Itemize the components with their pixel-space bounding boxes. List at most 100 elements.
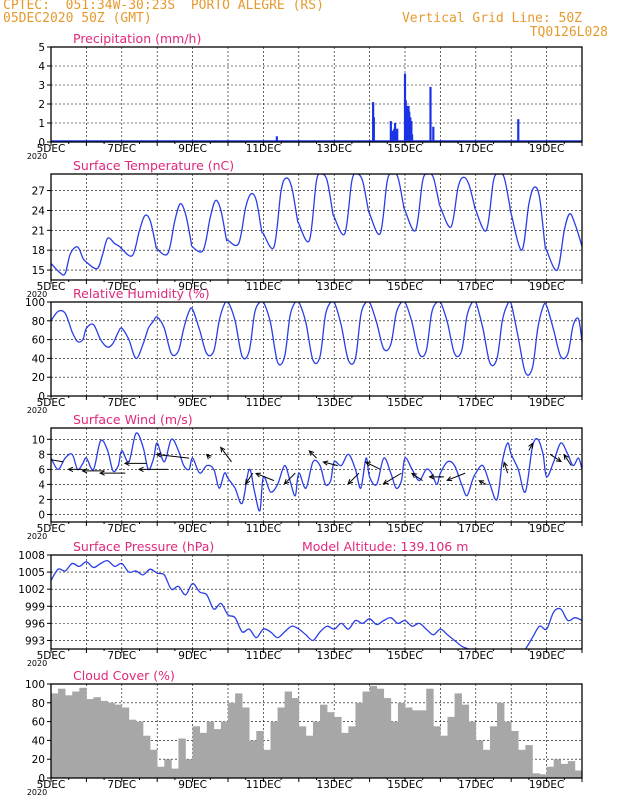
bar (372, 117, 375, 142)
x-tick-label: 7DEC (107, 523, 136, 535)
wind-arrow-shaft (323, 461, 338, 467)
bar (206, 721, 215, 778)
wind-arrow-head (410, 472, 417, 479)
bar (489, 726, 498, 778)
y-tick-label: 3 (38, 80, 45, 92)
wind-arrow-shaft (308, 450, 317, 459)
bar (275, 136, 278, 142)
bar (93, 697, 101, 778)
x-tick-label: 11DEC (246, 281, 281, 293)
y-tick-label: 27 (32, 186, 45, 198)
y-tick-label: 20 (32, 754, 45, 766)
bar (454, 693, 462, 778)
wind-arrow-head (308, 450, 315, 456)
bar (320, 704, 328, 778)
panel-title: Precipitation (mm/h) (73, 31, 201, 46)
bar (164, 759, 172, 778)
y-tick-label: 60 (32, 335, 45, 347)
x-tick-label: 15DEC (387, 281, 422, 293)
x-tick-label: 7DEC (107, 281, 136, 293)
y-tick-label: 80 (32, 316, 45, 328)
bar (567, 761, 576, 778)
x-tick-label: 19DEC (529, 523, 564, 535)
wind-arrow-head (81, 468, 88, 474)
bar (468, 721, 477, 778)
y-tick-label: 1005 (18, 567, 45, 579)
panel-6: 0 20 40 60 80 100 5DEC 7DEC 9DEC 11DEC 13DEC 15DEC 1… (25, 668, 583, 797)
y-tick-label: 993 (25, 635, 45, 647)
bar (270, 721, 278, 778)
plot-area (51, 73, 582, 142)
wind-arrow-head (428, 474, 435, 480)
wind-arrow-head (155, 452, 162, 458)
wind-arrow-head (137, 466, 144, 472)
series-line (51, 559, 582, 649)
x-tick-label: 17DEC (458, 143, 493, 155)
bar (86, 699, 94, 778)
bar (482, 749, 491, 778)
y-tick-label: 15 (32, 265, 45, 277)
x-year-label: 2020 (27, 788, 47, 797)
bar (475, 740, 484, 778)
y-tick-label: 10 (32, 434, 45, 446)
wind-arrow-shaft (478, 480, 487, 485)
bar (525, 745, 533, 778)
bar (171, 768, 179, 778)
bar (341, 732, 349, 778)
x-tick-label: 13DEC (316, 281, 351, 293)
wind-arrow-shaft (446, 472, 466, 481)
y-tick-label: 4 (38, 479, 45, 491)
y-tick-label: 80 (32, 698, 45, 710)
bar (383, 698, 392, 778)
bar (517, 119, 520, 142)
wind-arrow-shaft (347, 472, 360, 485)
bar (249, 740, 257, 778)
bar (369, 685, 377, 778)
wind-arrow-shaft (549, 453, 562, 462)
wind-arrow-head (528, 442, 534, 449)
x-tick-label: 5DEC (37, 650, 66, 662)
bar (497, 702, 505, 778)
header-grid-note: Vertical Grid Line: 50Z (401, 11, 582, 26)
bar (192, 726, 200, 778)
wind-arrow-head (563, 453, 569, 460)
wind-arrow-shaft (503, 462, 509, 474)
x-tick-label: 9DEC (178, 281, 207, 293)
bar (432, 126, 435, 142)
panel-frame (50, 173, 583, 281)
bar (397, 702, 406, 778)
header-station: CPTEC: 051:34W-30:23S PORTO ALEGRE (RS) (3, 0, 324, 13)
wind-arrow-head (364, 461, 371, 467)
panel-4: 0 2 4 6 8 10 5DEC 7DEC 9DEC 11DEC 13DEC 15DEC 17DEC 1… (27, 412, 583, 541)
plot-area (51, 174, 582, 276)
bar (143, 735, 151, 778)
x-tick-label: 5DEC (37, 779, 66, 791)
bar (199, 732, 208, 778)
bar (412, 710, 420, 778)
y-tick-label: 1008 (18, 550, 45, 562)
y-tick-label: 2 (38, 99, 45, 111)
bar (504, 721, 512, 778)
wind-arrow-shaft (220, 447, 232, 463)
wind-arrow-head (446, 476, 453, 482)
x-tick-label: 13DEC (316, 650, 351, 662)
panel-frame (50, 301, 583, 397)
x-tick-label: 19DEC (529, 779, 564, 791)
x-year-label: 2020 (27, 659, 47, 668)
header-code: TQ0126L028 (529, 25, 608, 40)
x-tick-label: 19DEC (529, 281, 564, 293)
bar (107, 702, 116, 778)
y-tick-label: 1 (38, 118, 45, 130)
panel-2: 15 18 21 24 27 5DEC 7DEC 9DEC 11DEC 13DEC 15DEC 17D… (27, 158, 583, 299)
panel-title: Cloud Cover (%) (73, 668, 175, 683)
x-tick-label: 9DEC (178, 523, 207, 535)
bar (574, 770, 582, 778)
x-tick-label: 17DEC (458, 281, 493, 293)
x-tick-label: 19DEC (529, 397, 564, 409)
y-tick-label: 8 (38, 449, 45, 461)
x-tick-label: 17DEC (458, 650, 493, 662)
panel-annotation: Model Altitude: 139.106 m (302, 539, 468, 554)
y-tick-label: 100 (25, 297, 45, 309)
x-tick-label: 15DEC (387, 650, 422, 662)
wind-arrow-head (254, 472, 262, 478)
